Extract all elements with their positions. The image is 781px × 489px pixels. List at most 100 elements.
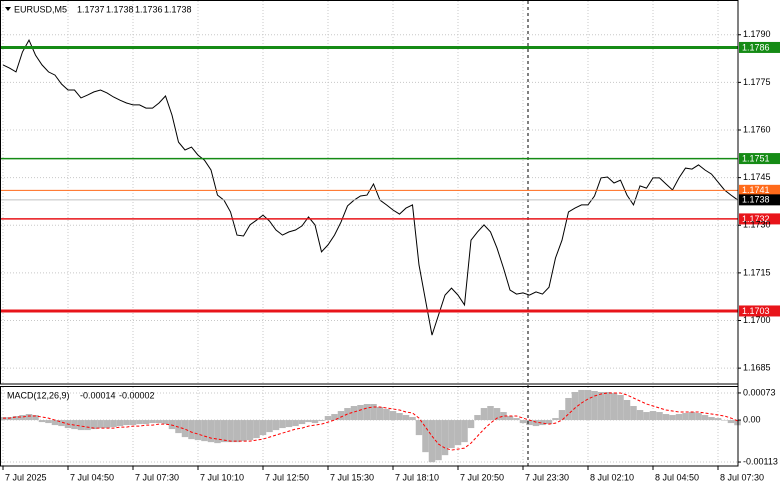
macd-bar [149, 420, 156, 424]
macd-bar [539, 420, 546, 426]
macd-bar [617, 394, 624, 421]
macd-bar [376, 407, 384, 421]
macd-bar [142, 420, 150, 425]
macd-bar [207, 420, 215, 443]
x-tick-label: 7 Jul 07:30 [135, 472, 179, 482]
macd-bar [597, 391, 605, 421]
macd-bar [591, 390, 598, 421]
macd-bar [129, 420, 137, 426]
macd-bar [552, 418, 559, 421]
macd-bar [19, 415, 26, 421]
macd-bar [584, 389, 592, 421]
signal-line [3, 392, 738, 451]
macd-bar [435, 420, 442, 461]
macd-value: -0.00014 [80, 390, 116, 400]
x-tick-label: 7 Jul 15:30 [330, 472, 374, 482]
y-tick-label: 0.00073 [743, 387, 776, 397]
x-tick-label: 8 Jul 04:50 [655, 472, 699, 482]
y-tick-label: 0.00 [743, 414, 761, 424]
macd-bar [448, 420, 455, 449]
macd-bar [285, 420, 293, 428]
macd-bar [487, 406, 494, 421]
level-label: 1.1703 [742, 306, 770, 316]
x-tick-label: 7 Jul 18:10 [395, 472, 439, 482]
macd-bar [214, 420, 221, 444]
macd-bar [714, 418, 722, 421]
macd-bar [409, 417, 416, 421]
macd-bar [727, 420, 735, 424]
macd-bar [337, 411, 345, 421]
macd-bar [25, 414, 33, 421]
macd-bar [682, 413, 689, 421]
macd-bar [526, 420, 533, 426]
macd-bar [175, 420, 182, 434]
marks [0, 38, 741, 463]
macd-bar [305, 420, 312, 423]
macd-bar [493, 408, 501, 421]
macd-bar [610, 392, 618, 421]
macd-bar [532, 420, 540, 427]
macd-bar [123, 420, 130, 426]
macd-bar [45, 420, 52, 424]
macd-bar [259, 420, 267, 436]
macd-bar [97, 420, 104, 429]
macd-bar [58, 420, 65, 427]
y-tick-label: 1.1775 [743, 77, 771, 87]
macd-bar [415, 420, 423, 436]
x-tick-label: 7 Jul 20:50 [460, 472, 504, 482]
macd-bar [311, 420, 319, 424]
macd-bar [688, 412, 696, 421]
macd-title: MACD(12,26,9) [7, 390, 70, 400]
level-label-box [739, 153, 780, 165]
macd-bar [480, 408, 488, 421]
macd-bar [279, 420, 286, 429]
y-tick-label: 1.1730 [743, 220, 771, 230]
macd-bar [441, 420, 449, 456]
macd-bar [623, 400, 631, 421]
macd-bar [136, 420, 143, 425]
signal-value: -0.00002 [119, 390, 155, 400]
x-tick-label: 8 Jul 02:10 [590, 472, 634, 482]
macd-bar [201, 420, 208, 442]
x-tick-label: 7 Jul 04:50 [70, 472, 114, 482]
macd-bar [227, 420, 234, 443]
macd-bar [428, 420, 436, 463]
macd-bar [649, 411, 657, 421]
y-tick-label: 1.1745 [743, 172, 771, 182]
x-tick-label: 7 Jul 10:10 [200, 472, 244, 482]
macd-bar [331, 414, 338, 421]
y-tick-label: 1.1760 [743, 124, 771, 134]
macd-bar [669, 415, 676, 421]
macd-bar [350, 406, 358, 421]
macd-bar [396, 413, 403, 421]
macd-bar [51, 420, 59, 426]
macd-bar [571, 391, 579, 421]
macd-bar [220, 420, 228, 443]
macd-bar [656, 412, 663, 421]
level-label-box [739, 194, 780, 206]
macd-bar [474, 415, 481, 421]
y-tick-label: 1.1715 [743, 267, 771, 277]
macd-bar [383, 409, 390, 421]
level-label: 1.1751 [742, 153, 770, 163]
level-label: 1.1741 [742, 185, 770, 195]
macd-bar [162, 420, 169, 425]
macd-bar [324, 416, 332, 421]
macd-bar [565, 397, 572, 421]
y-tick-label: 1.1685 [743, 363, 771, 373]
macd-bar [662, 414, 670, 421]
symbol-title: EURUSD,M5 [14, 4, 67, 14]
macd-bar [272, 420, 280, 431]
level-label-box [739, 41, 780, 53]
macd-bar [155, 420, 163, 424]
macd-bar [721, 420, 728, 421]
macd-bar [38, 420, 46, 423]
low-value: 1.1736 [135, 4, 163, 14]
macd-bar [253, 420, 260, 439]
macd-bar [695, 413, 702, 421]
x-tick-label: 8 Jul 07:30 [720, 472, 764, 482]
macd-bar [71, 420, 78, 430]
x-tick-label: 7 Jul 2025 [5, 472, 47, 482]
